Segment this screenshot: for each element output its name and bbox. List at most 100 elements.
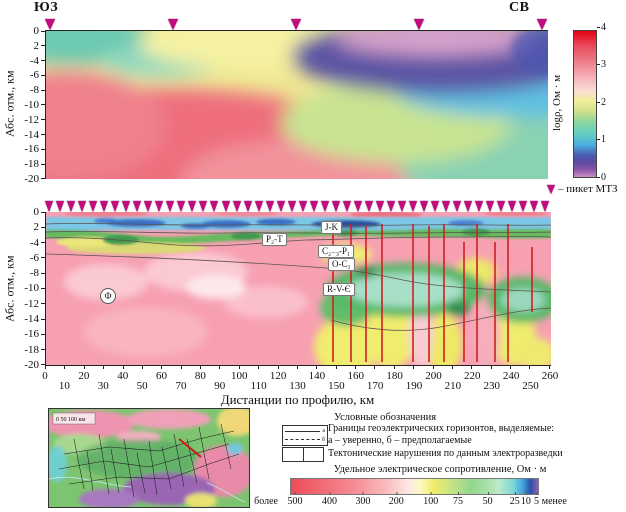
- scale-label: менее: [541, 496, 567, 507]
- scale-label: 500: [287, 492, 303, 507]
- survey-grid-lines: [58, 423, 240, 498]
- direction-label-sw: ЮЗ: [34, 0, 59, 15]
- mt-picket-icon: [133, 201, 142, 212]
- mt-picket-icon: [89, 201, 98, 212]
- mt-picket-icon: [420, 201, 429, 212]
- mt-picket-icon: [431, 201, 440, 212]
- profile-line: [178, 438, 202, 458]
- direction-label-ne: СВ: [509, 0, 530, 15]
- x-tick: [296, 365, 298, 369]
- scale-label: 100: [423, 492, 439, 507]
- mt-picket-icon: [199, 201, 208, 212]
- letter-b: б: [321, 436, 325, 443]
- boundary-certain-row: а: [285, 428, 325, 434]
- x-tick: [451, 365, 453, 369]
- scale-label: 300: [355, 492, 371, 507]
- mt-picket-icon: [453, 201, 462, 212]
- mt-picket-icon: [298, 201, 307, 212]
- legend-item1-line2: а – уверенно, б – предполагаемые: [328, 435, 472, 446]
- x-tick: [122, 365, 124, 369]
- horizon-boundary-symbol: а б: [282, 425, 328, 446]
- picket-legend: – пикет МТЗ: [547, 183, 618, 195]
- legend-item1-line1: Границы геоэлектрических горизонтов, выд…: [328, 423, 555, 434]
- mt-picket-icon: [497, 201, 506, 212]
- mt-picket-icon: [265, 201, 274, 212]
- mt-picket-icon: [342, 201, 351, 212]
- mt-picket-icon: [475, 201, 484, 212]
- mt-picket-icon: [56, 201, 65, 212]
- top-y-ticks: 0 2 -4 -6 -8 -10 -12 -14 -16 -18 -20: [24, 25, 39, 185]
- mt-picket-icon: [144, 201, 153, 212]
- middle-picket-row: [45, 201, 550, 212]
- mt-picket-icon: [409, 201, 418, 212]
- mt-picket-icon: [67, 201, 76, 212]
- mt-picket-icon: [100, 201, 109, 212]
- x-tick: [103, 365, 105, 369]
- scale-label: 400: [322, 492, 338, 507]
- mt-picket-icon: [122, 201, 131, 212]
- horizon-label-jk: J-K: [321, 221, 342, 234]
- mt-picket-icon: [537, 19, 547, 30]
- x-tick: [161, 365, 163, 369]
- mt-picket-icon: [541, 201, 550, 212]
- mt-picket-icon: [530, 201, 539, 212]
- x-tick: [374, 365, 376, 369]
- x-tick: [490, 365, 492, 369]
- mt-picket-icon: [188, 201, 197, 212]
- mt-picket-icon: [78, 201, 87, 212]
- x-tick-labels: 0 10 20 30 40 50 60 70 80 90 100 110 120 130 140 150 160…: [42, 370, 559, 392]
- mt-picket-icon: [547, 184, 555, 194]
- scale-label: 200: [388, 492, 404, 507]
- mt-picket-icon: [375, 201, 384, 212]
- x-tick: [141, 365, 143, 369]
- mt-picket-icon: [398, 201, 406, 212]
- mt-picket-icon: [291, 19, 301, 30]
- mt-picket-icon: [155, 201, 164, 212]
- horizon-label-rv: R-V-Є: [323, 283, 355, 296]
- x-tick: [238, 365, 240, 369]
- x-tick: [83, 365, 85, 369]
- mt-picket-icon: [177, 201, 186, 212]
- mt-picket-icon: [414, 19, 424, 30]
- x-tick: [335, 365, 337, 369]
- mt-picket-icon: [442, 201, 451, 212]
- detailed-resistivity-section: 0 2 -4 -6 -8 -10 -12 -14 -16 -18 -20: [24, 206, 551, 371]
- tectonic-fault-symbol: [282, 447, 324, 462]
- x-tick-marks: [45, 365, 550, 369]
- mt-picket-icon: [353, 201, 362, 212]
- dashed-line-icon: [285, 439, 320, 441]
- x-tick: [200, 365, 201, 369]
- mt-picket-icon: [320, 201, 329, 212]
- horizon-label-oc: O-C₁: [328, 258, 355, 271]
- x-tick: [548, 365, 550, 369]
- detailed-resistivity-field: [46, 212, 551, 365]
- mt-picket-icon: [254, 201, 263, 212]
- resistivity-scale-bar: [290, 478, 539, 495]
- mt-picket-icon: [221, 201, 230, 212]
- scale-label: более: [254, 496, 278, 507]
- scale-label: 10: [520, 492, 531, 507]
- mt-picket-icon: [45, 201, 53, 212]
- mt-picket-icon: [508, 201, 517, 212]
- x-tick: [529, 365, 531, 369]
- mt-picket-icon: [243, 201, 252, 212]
- resistivity-scale-title: Удельное электрическое сопротивление, Ом…: [333, 464, 547, 475]
- x-tick: [432, 365, 434, 369]
- middle-y-ticks: 0 2 -4 -6 -8 -10 -12 -14 -16 -18 -20: [24, 206, 39, 371]
- mt-picket-icon: [364, 201, 373, 212]
- scale-label: 50: [482, 492, 493, 507]
- mt-picket-icon: [331, 201, 340, 212]
- x-tick: [64, 365, 66, 369]
- mt-picket-icon: [210, 201, 219, 212]
- x-tick: [355, 365, 356, 369]
- x-tick: [393, 365, 395, 369]
- x-tick: [316, 365, 318, 369]
- colorbar: [573, 30, 597, 178]
- mt-picket-icon: [519, 201, 528, 212]
- top-resistivity-section: 0 2 -4 -6 -8 -10 -12 -14 -16 -18 -20: [24, 25, 548, 185]
- mt-picket-icon: [111, 201, 120, 212]
- x-axis-title: Дистанции по профилю, км: [220, 392, 375, 407]
- fault-lines: [332, 222, 533, 362]
- mt-picket-icon: [386, 201, 395, 212]
